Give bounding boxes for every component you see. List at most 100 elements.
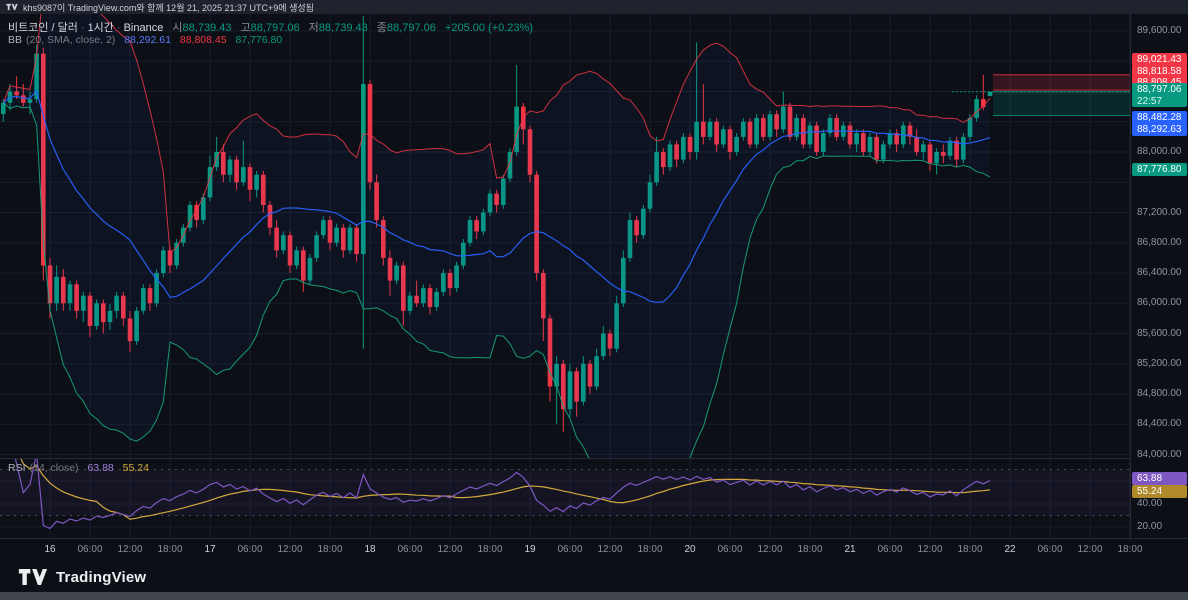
price-label: 88,797.06 22:57 — [1132, 82, 1187, 107]
candle — [661, 152, 666, 168]
candle — [154, 273, 159, 304]
candle — [407, 295, 413, 311]
candle — [927, 144, 933, 164]
candle — [874, 136, 879, 160]
attribution-bar: khs9087이 TradingView.com와 함께 12월 21, 202… — [0, 0, 1188, 14]
time-label-day: 21 — [844, 544, 856, 555]
candle — [327, 220, 333, 243]
price-axis[interactable]: 89,600.00 88,000.00 87,200.00 86,800.00 86,4… — [1130, 14, 1188, 538]
price-tick-label: 84,800.00 — [1137, 388, 1182, 399]
candle — [387, 257, 393, 281]
candle — [701, 121, 706, 137]
exchange-label[interactable]: Binance — [123, 22, 164, 34]
price-tick-label: 85,600.00 — [1137, 327, 1182, 339]
legend-separator: · — [116, 22, 121, 34]
price-tick-label: 89,600.00 — [1137, 25, 1182, 36]
time-label-hour: 12:00 — [1077, 544, 1103, 555]
bollinger-bands — [2, 14, 991, 458]
candle — [834, 118, 839, 137]
bb-params: (20, SMA, close, 2) — [26, 34, 116, 46]
position-zone-reward[interactable] — [993, 91, 1130, 116]
candle — [967, 118, 973, 137]
candle — [574, 371, 579, 402]
high-label: 고 — [240, 22, 251, 34]
candle — [807, 125, 813, 145]
candle — [861, 133, 866, 152]
rsi-value-label: 55.24 — [1132, 484, 1187, 498]
candle — [614, 303, 619, 349]
candle — [361, 83, 366, 255]
position-zone-risk[interactable] — [993, 74, 1130, 91]
candle — [534, 174, 539, 273]
time-label-hour: 18:00 — [957, 544, 983, 555]
rsi-ma-value: 55.24 — [122, 462, 149, 474]
candle — [734, 136, 739, 152]
tradingview-logo-icon — [18, 569, 48, 585]
bb-upper-line — [2, 14, 991, 254]
candle — [94, 303, 99, 326]
candle — [587, 363, 593, 387]
candle — [447, 273, 453, 289]
candle — [694, 121, 699, 153]
close-label: 종 — [376, 22, 387, 34]
rsi-value-label: 63.88 — [1132, 471, 1187, 485]
rsi-params: (14, close) — [29, 462, 79, 474]
bb-lower-value: 87,776.80 — [235, 34, 283, 46]
rsi-legend[interactable]: RSI (14, close) 63.88 55.24 — [8, 462, 149, 474]
time-label-hour: 12:00 — [757, 544, 783, 555]
time-label-hour: 18:00 — [157, 544, 183, 555]
candle — [634, 220, 639, 236]
candle — [101, 303, 106, 323]
candle — [507, 152, 513, 179]
time-label-hour: 06:00 — [557, 544, 583, 555]
time-label-day: 19 — [524, 544, 536, 555]
tradingview-logo[interactable]: TradingView — [18, 562, 146, 592]
legend-separator: · — [80, 22, 85, 34]
time-label-day: 17 — [204, 544, 216, 555]
candle — [641, 208, 646, 236]
candle — [21, 95, 26, 103]
candle — [254, 174, 259, 190]
price-tick-label: 86,800.00 — [1137, 236, 1182, 248]
candle — [347, 227, 353, 251]
candle — [981, 99, 986, 108]
price-tick-label: 87,200.00 — [1137, 206, 1182, 218]
time-label-hour: 18:00 — [637, 544, 663, 555]
candle — [907, 125, 913, 137]
time-label-hour: 12:00 — [277, 544, 303, 555]
price-label: 87,776.80 — [1132, 162, 1187, 176]
candle — [394, 265, 399, 281]
candle — [794, 118, 799, 137]
position-zones[interactable] — [952, 74, 1130, 117]
candle — [54, 276, 59, 304]
candle — [974, 99, 979, 118]
bb-legend[interactable]: BB (20, SMA, close, 2) 88,292.61 88,808.4… — [8, 34, 282, 46]
candle — [781, 106, 786, 130]
candle — [474, 220, 479, 232]
candle — [454, 265, 459, 289]
candle — [847, 125, 853, 145]
candle — [127, 318, 133, 342]
candle — [541, 273, 546, 319]
candle — [687, 136, 693, 152]
symbol-title[interactable]: 비트코인 / 달러 — [8, 22, 78, 34]
interval-label[interactable]: 1시간 — [87, 22, 114, 34]
time-label-hour: 06:00 — [397, 544, 423, 555]
price-label: 88,818.58 — [1132, 64, 1187, 78]
candle — [321, 220, 326, 236]
candle — [814, 125, 819, 152]
high-value: 88,797.06 — [250, 22, 300, 34]
candle — [627, 220, 633, 258]
chart-canvas[interactable] — [0, 0, 1188, 538]
candle — [87, 295, 93, 326]
candle — [227, 159, 233, 175]
candle — [74, 284, 79, 311]
price-tick-label: 84,400.00 — [1137, 418, 1182, 430]
rsi-title: RSI — [8, 462, 26, 474]
time-axis[interactable]: 16 06:00 12:00 18:00 17 06:00 12:00 18:00 18 06:0… — [0, 538, 1188, 560]
time-label-hour: 06:00 — [237, 544, 263, 555]
candle — [187, 204, 193, 228]
attribution-text: khs9087이 TradingView.com와 함께 12월 21, 202… — [23, 2, 314, 13]
candle — [821, 133, 826, 152]
time-label-hour: 18:00 — [1117, 544, 1143, 555]
